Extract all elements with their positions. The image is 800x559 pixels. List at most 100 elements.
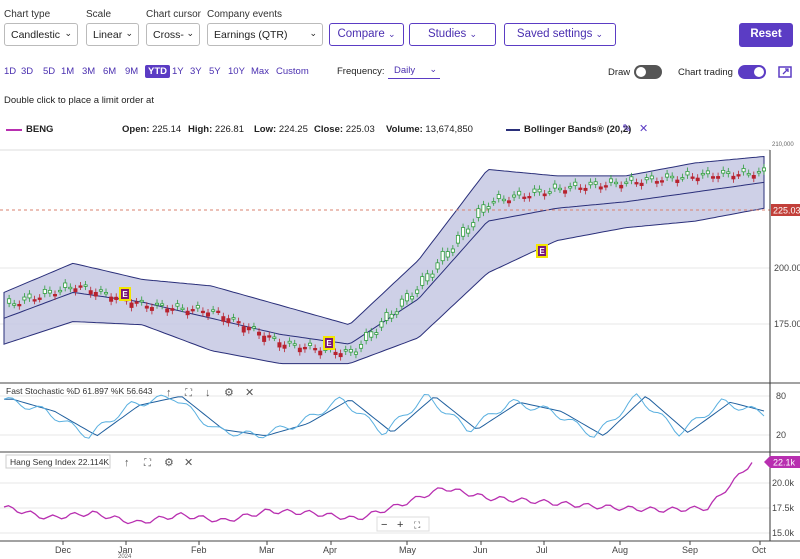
- frequency-select[interactable]: Daily ⌄: [388, 64, 440, 79]
- candle: [476, 208, 481, 218]
- volume-value: 13,674,850: [425, 124, 473, 135]
- range-1y[interactable]: 1Y: [172, 66, 184, 77]
- candle: [654, 181, 659, 184]
- candle: [42, 289, 47, 294]
- chart-cursor-value: Cross-: [153, 29, 184, 41]
- edit-icon[interactable]: ✎: [622, 123, 632, 135]
- move-down-icon[interactable]: ↓: [205, 387, 211, 399]
- company-events-select[interactable]: Earnings (QTR) ⌄: [207, 23, 323, 46]
- range-max[interactable]: Max: [251, 66, 269, 77]
- candle: [287, 340, 292, 344]
- range-10y[interactable]: 10Y: [228, 66, 245, 77]
- candle: [251, 326, 256, 329]
- high-label: High: 226.81: [188, 124, 244, 135]
- candle: [379, 321, 384, 328]
- range-custom[interactable]: Custom: [276, 66, 309, 77]
- range-ytd[interactable]: YTD: [145, 65, 170, 78]
- range-3m[interactable]: 3M: [82, 66, 96, 77]
- range-5d[interactable]: 5D: [43, 66, 56, 77]
- candle: [695, 177, 700, 182]
- chart-trading-toggle[interactable]: [738, 65, 766, 79]
- candle: [644, 177, 649, 181]
- candle: [629, 176, 634, 181]
- candle: [343, 349, 348, 352]
- study-swatch: [506, 129, 520, 131]
- candle: [410, 295, 415, 300]
- range-1m[interactable]: 1M: [61, 66, 75, 77]
- scale-label: Scale: [86, 9, 112, 20]
- candle: [134, 301, 139, 304]
- y-tick-175: 175.00: [774, 319, 800, 329]
- chevron-down-icon: ⌄: [387, 29, 396, 39]
- candle: [450, 248, 455, 253]
- candle: [466, 228, 471, 234]
- fit-icon[interactable]: ⛶: [413, 520, 421, 530]
- chart-type-label: Chart type: [4, 9, 51, 20]
- studies-button[interactable]: Studies ⌄: [409, 23, 496, 46]
- candle: [420, 276, 425, 286]
- popout-icon[interactable]: [778, 65, 793, 79]
- candle: [88, 290, 93, 295]
- candle: [573, 181, 578, 187]
- chart-type-select[interactable]: Candlestic ⌄: [4, 23, 78, 46]
- candle: [27, 293, 32, 299]
- x-label-mar: Mar: [259, 545, 275, 555]
- expand-icon[interactable]: ⛶: [184, 388, 193, 399]
- chevron-down-icon: ⌄: [186, 28, 194, 38]
- candle: [675, 179, 680, 183]
- range-6m[interactable]: 6M: [103, 66, 117, 77]
- open-label: Open: 225.14: [122, 124, 182, 135]
- expand-icon[interactable]: ⛶: [143, 458, 152, 469]
- candle: [277, 342, 282, 348]
- candle: [710, 176, 715, 179]
- candle: [63, 282, 68, 288]
- candle: [338, 353, 343, 358]
- candle: [17, 303, 22, 307]
- hsi-tick-15k: 15.0k: [772, 528, 795, 538]
- candle: [160, 303, 165, 306]
- hsi-tick-20k: 20.0k: [772, 478, 795, 488]
- candle: [333, 351, 338, 356]
- zoom-in-button[interactable]: +: [397, 519, 403, 531]
- candle: [527, 196, 532, 199]
- open-value: 225.14: [152, 124, 182, 135]
- candle: [593, 181, 598, 185]
- scale-select[interactable]: Linear ⌄: [86, 23, 139, 46]
- candle: [670, 175, 675, 179]
- saved-settings-button[interactable]: Saved settings ⌄: [504, 23, 616, 46]
- close-icon[interactable]: ✕: [639, 123, 649, 135]
- candle: [486, 206, 491, 210]
- move-up-icon[interactable]: ↑: [124, 457, 130, 469]
- range-9m[interactable]: 9M: [125, 66, 139, 77]
- chart-cursor-select[interactable]: Cross- ⌄: [146, 23, 200, 46]
- gear-icon[interactable]: ⚙: [164, 457, 174, 469]
- candle: [149, 307, 154, 311]
- chart-canvas[interactable]: E E E 210,000 200.00 175.00 225.03 Fast St…: [0, 140, 800, 559]
- gear-icon[interactable]: ⚙: [224, 387, 234, 399]
- candle: [68, 286, 73, 290]
- candle: [578, 187, 583, 190]
- reset-button[interactable]: Reset: [739, 23, 793, 47]
- candle: [313, 347, 318, 351]
- candle: [348, 349, 353, 353]
- candle: [195, 305, 200, 309]
- compare-button[interactable]: Compare ⌄: [329, 23, 404, 46]
- candle: [58, 289, 63, 293]
- range-5y[interactable]: 5Y: [209, 66, 221, 77]
- candle: [37, 297, 42, 300]
- volume-label: Volume: 13,674,850: [386, 124, 473, 135]
- candle: [624, 181, 629, 184]
- range-3d[interactable]: 3D: [21, 66, 34, 77]
- move-up-icon[interactable]: ↑: [166, 387, 172, 399]
- range-1d[interactable]: 1D: [4, 66, 17, 77]
- x-label-feb: Feb: [191, 545, 207, 555]
- candle: [302, 346, 307, 350]
- zoom-out-button[interactable]: −: [381, 519, 387, 531]
- study-label: Bollinger Bands® (20,2): [524, 124, 632, 135]
- close-icon[interactable]: ✕: [184, 457, 193, 469]
- close-icon[interactable]: ✕: [245, 387, 254, 399]
- range-3y[interactable]: 3Y: [190, 66, 202, 77]
- candle: [353, 351, 358, 355]
- candle: [563, 190, 568, 194]
- draw-toggle[interactable]: [634, 65, 662, 79]
